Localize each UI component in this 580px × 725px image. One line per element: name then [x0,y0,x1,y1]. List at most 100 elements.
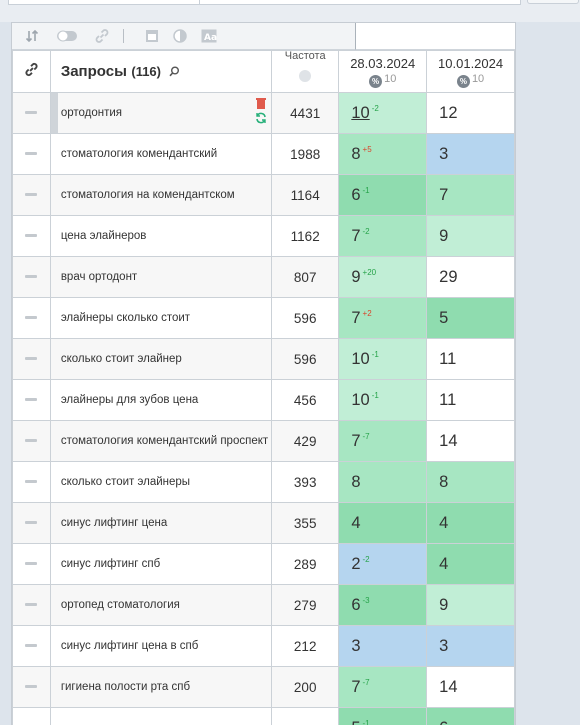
query-cell[interactable]: сколько стоит элайнеры [50,462,271,503]
position-cell-date-1[interactable]: 7-7 [339,421,427,462]
position-cell-date-1[interactable]: 10-2 [339,93,427,134]
table-row[interactable]: 5-16 [13,708,515,725]
query-cell[interactable]: гигиена полости рта спб [50,667,271,708]
query-cell[interactable]: цена элайнеров [50,216,271,257]
date-column-header-2[interactable]: 10.01.2024 %10 [427,51,515,93]
row-link-cell[interactable] [13,626,51,667]
query-cell[interactable]: элайнеры сколько стоит [50,298,271,339]
position-cell-date-2[interactable]: 29 [427,257,515,298]
contrast-icon[interactable] [172,28,188,44]
row-link-cell[interactable] [13,257,51,298]
query-cell[interactable]: стоматология комендантский [50,134,271,175]
position-cell-date-1[interactable]: 10-1 [339,380,427,421]
query-cell[interactable] [50,708,271,725]
position-cell-date-2[interactable]: 9 [427,585,515,626]
percent-icon[interactable]: % [457,75,470,88]
row-link-cell[interactable] [13,503,51,544]
row-link-cell[interactable] [13,667,51,708]
query-cell[interactable]: элайнеры для зубов цена [50,380,271,421]
position-cell-date-1[interactable]: 6-3 [339,585,427,626]
position-cell-date-1[interactable]: 10-1 [339,339,427,380]
position-cell-date-2[interactable]: 4 [427,503,515,544]
position-cell-date-2[interactable]: 5 [427,298,515,339]
row-link-cell[interactable] [13,298,51,339]
percent-icon[interactable]: % [369,75,382,88]
position-cell-date-1[interactable]: 7-7 [339,667,427,708]
sort-arrows-icon[interactable] [24,28,40,44]
link-icon[interactable] [94,28,110,44]
position-cell-date-2[interactable]: 12 [427,93,515,134]
query-cell[interactable]: врач ортодонт [50,257,271,298]
position-cell-date-1[interactable]: 4 [339,503,427,544]
query-cell[interactable]: сколько стоит элайнер [50,339,271,380]
query-cell[interactable]: ортопед стоматология [50,585,271,626]
position-cell-date-2[interactable]: 11 [427,380,515,421]
position-cell-date-1[interactable]: 3 [339,626,427,667]
position-cell-date-1[interactable]: 7-2 [339,216,427,257]
row-link-cell[interactable] [13,134,51,175]
top-tab-left[interactable] [8,0,200,5]
position-cell-date-2[interactable]: 7 [427,175,515,216]
date-column-header-1[interactable]: 28.03.2024 %10 [339,51,427,93]
row-link-cell[interactable] [13,544,51,585]
row-link-cell[interactable] [13,216,51,257]
position-cell-date-2[interactable]: 11 [427,339,515,380]
query-column-header[interactable]: Запросы (116) [50,51,271,93]
top-button[interactable] [527,0,579,4]
position-cell-date-2[interactable]: 4 [427,544,515,585]
globe-icon[interactable] [299,70,311,82]
row-link-cell[interactable] [13,380,51,421]
row-link-cell[interactable] [13,93,51,134]
row-link-cell[interactable] [13,585,51,626]
trash-icon[interactable] [255,97,267,109]
row-link-cell[interactable] [13,708,51,725]
position-cell-date-2[interactable]: 8 [427,462,515,503]
top-tab-right[interactable] [199,0,521,5]
query-cell[interactable]: стоматология на комендантском [50,175,271,216]
position-cell-date-1[interactable]: 8+5 [339,134,427,175]
link-column-header[interactable] [13,51,51,93]
row-link-cell[interactable] [13,175,51,216]
position-cell-date-2[interactable]: 3 [427,134,515,175]
row-link-cell[interactable] [13,462,51,503]
frequency-column-header[interactable]: Частота [272,51,339,93]
query-cell[interactable]: синус лифтинг спб [50,544,271,585]
query-cell[interactable]: стоматология комендантский проспект [50,421,271,462]
query-cell[interactable]: ортодонтия [50,93,271,134]
row-link-cell[interactable] [13,421,51,462]
position-cell-date-1[interactable]: 9+20 [339,257,427,298]
position-cell-date-1[interactable]: 5-1 [339,708,427,725]
position-cell-date-2[interactable]: 3 [427,626,515,667]
position-cell-date-2[interactable]: 14 [427,421,515,462]
position-cell-date-2[interactable]: 6 [427,708,515,725]
calendar-icon[interactable] [144,28,160,44]
position-cell-date-2[interactable]: 14 [427,667,515,708]
row-link-cell[interactable] [13,339,51,380]
refresh-icon[interactable] [255,112,267,124]
search-icon[interactable] [169,64,179,74]
query-cell[interactable]: синус лифтинг цена в спб [50,626,271,667]
position-cell-date-1[interactable]: 7+2 [339,298,427,339]
toggle-icon[interactable] [56,28,78,44]
position-cell-date-1[interactable]: 6-1 [339,175,427,216]
position-cell-date-1[interactable]: 8 [339,462,427,503]
position-cell-date-1[interactable]: 2-2 [339,544,427,585]
text-format-icon[interactable]: Aa [201,28,217,44]
position-cell-date-2[interactable]: 9 [427,216,515,257]
query-cell[interactable]: синус лифтинг цена [50,503,271,544]
